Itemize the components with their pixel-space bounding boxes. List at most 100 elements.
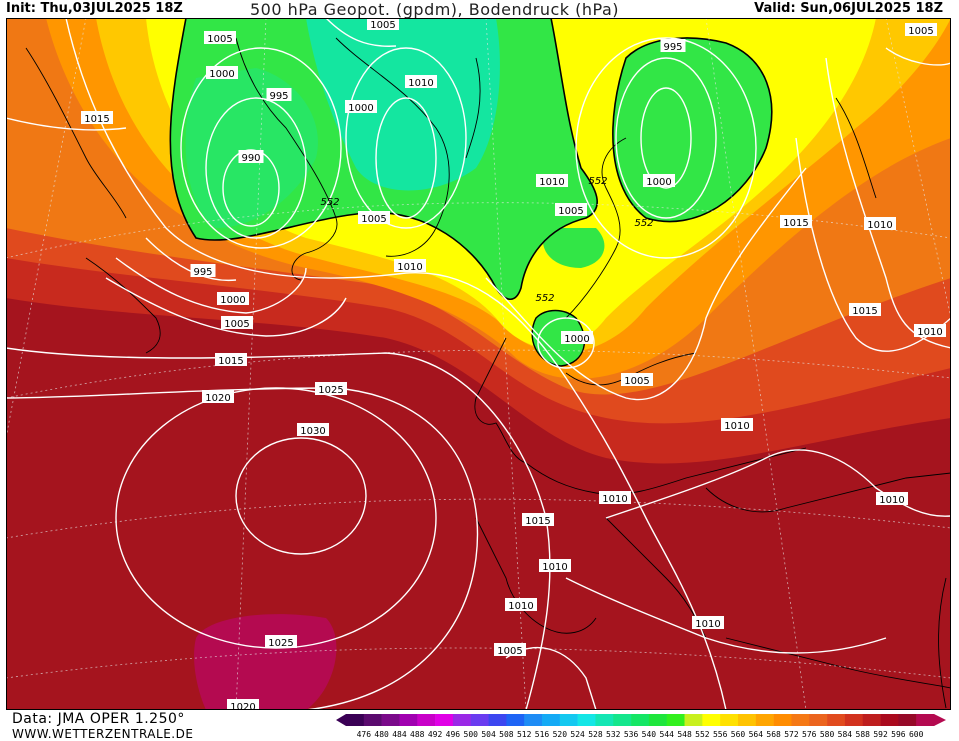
isobar-label: 1015 bbox=[780, 215, 812, 229]
legend-swatch bbox=[862, 714, 881, 726]
legend-tick: 588 bbox=[856, 730, 871, 739]
legend-tick: 572 bbox=[784, 730, 799, 739]
isobar-label-text: 995 bbox=[269, 91, 288, 102]
chart-title: 500 hPa Geopot. (gpdm), Bodendruck (hPa) bbox=[250, 0, 620, 19]
legend-tick: 484 bbox=[392, 730, 407, 739]
isobar-label-text: 1015 bbox=[525, 516, 550, 527]
legend-tick: 492 bbox=[428, 730, 443, 739]
isobar-label-text: 1010 bbox=[602, 494, 627, 505]
legend-swatch bbox=[738, 714, 757, 726]
isobar-label: 990 bbox=[238, 150, 264, 164]
graticule bbox=[6, 18, 951, 710]
isobar-label: 1015 bbox=[81, 111, 113, 125]
isobar-label-text: 1010 bbox=[397, 262, 422, 273]
legend-swatch bbox=[452, 714, 472, 726]
isobar-label: 995 bbox=[190, 264, 216, 278]
isobar-label-text: 1010 bbox=[408, 78, 433, 89]
isobar-label-text: 1005 bbox=[497, 646, 522, 657]
isobar-label-text: 1005 bbox=[908, 26, 933, 37]
legend-tick: 584 bbox=[838, 730, 853, 739]
isobar-label-text: 1000 bbox=[646, 177, 671, 188]
isobar-1005-n bbox=[485, 167, 807, 401]
legend-tick: 496 bbox=[446, 730, 461, 739]
isobar-label-text: 1000 bbox=[348, 103, 373, 114]
isobar-label: 1010 bbox=[505, 598, 537, 612]
legend-swatch bbox=[524, 714, 543, 726]
isobar-label: 1010 bbox=[876, 492, 908, 506]
isobar-label-text: 995 bbox=[193, 267, 212, 278]
legend-swatch bbox=[809, 714, 828, 726]
isobar-label: 1005 bbox=[621, 373, 653, 387]
init-time: Init: Thu,03JUL2025 18Z bbox=[6, 1, 183, 16]
isobar-1015-nw bbox=[6, 117, 127, 131]
legend-swatch bbox=[844, 714, 864, 726]
isobar-label-text: 1015 bbox=[84, 114, 109, 125]
isobar-1000 bbox=[180, 47, 342, 249]
legend-tick: 592 bbox=[873, 730, 888, 739]
height-label: 552 bbox=[320, 197, 339, 208]
isobar-label-text: 1010 bbox=[867, 220, 892, 231]
isobar-label: 1015 bbox=[522, 513, 554, 527]
legend-swatch bbox=[559, 714, 578, 726]
isobar-label: 1000 bbox=[217, 292, 249, 306]
legend-swatch bbox=[720, 714, 739, 726]
isobar-1015-e bbox=[795, 137, 951, 352]
field-green-baltic bbox=[532, 310, 585, 366]
legend-tick: 580 bbox=[820, 730, 835, 739]
legend-tick: 532 bbox=[606, 730, 621, 739]
isobar-label: 1005 bbox=[204, 31, 236, 45]
isobar-label-text: 1005 bbox=[207, 34, 232, 45]
legend-swatch bbox=[488, 714, 507, 726]
website: WWW.WETTERZENTRALE.DE bbox=[12, 727, 194, 741]
legend-tick: 536 bbox=[624, 730, 639, 739]
isobar-1005-top bbox=[325, 18, 397, 47]
legend-swatch bbox=[470, 714, 489, 726]
legend-arrow-right bbox=[934, 714, 946, 726]
isobar-label: 1015 bbox=[849, 303, 881, 317]
isobar-label-text: 1000 bbox=[220, 295, 245, 306]
isobar-1000-c bbox=[375, 97, 437, 219]
isobar-label: 1030 bbox=[297, 423, 329, 437]
legend-tick: 544 bbox=[660, 730, 675, 739]
isobar-1030 bbox=[235, 437, 367, 555]
isobar-label: 1005 bbox=[358, 211, 390, 225]
isobar-label-text: 1000 bbox=[564, 334, 589, 345]
isobar-label-text: 1030 bbox=[300, 426, 325, 437]
isobar-1005-ne bbox=[885, 47, 951, 66]
legend-tick: 540 bbox=[642, 730, 657, 739]
isobar-label-text: 1010 bbox=[542, 562, 567, 573]
legend-tick: 556 bbox=[713, 730, 728, 739]
legend-tick: 500 bbox=[464, 730, 479, 739]
isobar-label: 1000 bbox=[561, 331, 593, 345]
height-label-text: 552 bbox=[535, 293, 554, 304]
legend-tick: 480 bbox=[374, 730, 389, 739]
height-label: 552 bbox=[588, 176, 607, 187]
legend-swatch bbox=[684, 714, 703, 726]
isobar-995 bbox=[205, 97, 307, 239]
height-label: 552 bbox=[634, 218, 653, 229]
legend-swatch bbox=[898, 714, 917, 726]
isobar-1010-se bbox=[605, 449, 951, 519]
legend-swatch bbox=[631, 714, 650, 726]
legend-tick: 552 bbox=[695, 730, 710, 739]
isobar-label: 1015 bbox=[215, 353, 247, 367]
field-green-core bbox=[306, 18, 500, 191]
legend-swatch bbox=[417, 714, 436, 726]
isobar-label-text: 1025 bbox=[318, 385, 343, 396]
isobar-label-text: 1010 bbox=[879, 495, 904, 506]
isobar-label: 1010 bbox=[536, 174, 568, 188]
height-label-text: 552 bbox=[320, 197, 339, 208]
legend-swatch bbox=[613, 714, 632, 726]
isobar-label: 1000 bbox=[345, 100, 377, 114]
isobar-label: 1020 bbox=[202, 390, 234, 404]
legend-swatch bbox=[702, 714, 721, 726]
legend-swatch bbox=[880, 714, 899, 726]
weather-map: 1005 1005 995 1005 1000 995 1010 1015 1000 990 101… bbox=[6, 18, 951, 710]
legend-swatch bbox=[542, 714, 561, 726]
isobar-label-text: 1020 bbox=[205, 393, 230, 404]
coastlines bbox=[25, 37, 951, 709]
contour-552-east bbox=[612, 37, 773, 223]
legend-tick: 488 bbox=[410, 730, 425, 739]
isobar-label: 1010 bbox=[914, 324, 946, 338]
isobar-label: 1005 bbox=[905, 23, 937, 37]
